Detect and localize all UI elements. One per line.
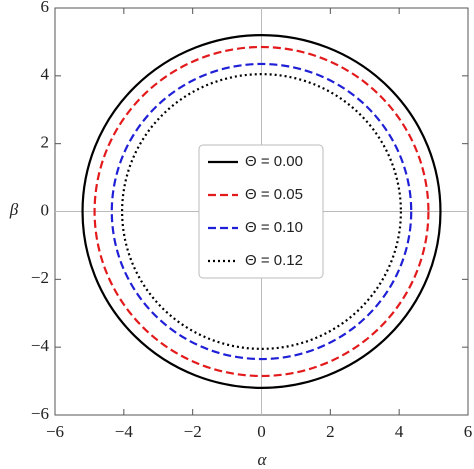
y-tick-label: −4 <box>31 336 50 355</box>
shadow-circle <box>81 34 442 389</box>
x-tick-label: 0 <box>257 422 266 441</box>
y-axis-label: β <box>9 200 19 219</box>
x-axis-label: α <box>258 450 268 469</box>
legend-box <box>198 144 324 279</box>
legend-label: Θ = 0.10 <box>245 219 303 236</box>
y-tick-label: 2 <box>41 133 50 152</box>
y-tick-label: 4 <box>41 65 50 84</box>
legend-label: Θ = 0.00 <box>245 153 303 170</box>
x-tick-label: 6 <box>464 422 473 441</box>
x-tick-label: −2 <box>184 422 202 441</box>
x-tick-label: 2 <box>326 422 335 441</box>
y-tick-label: −6 <box>31 404 49 423</box>
y-tick-label: −2 <box>31 268 49 287</box>
shadow-circle <box>121 73 402 350</box>
shadow-circle <box>93 45 430 378</box>
y-tick-label: 0 <box>41 200 50 219</box>
shadow-circle <box>110 62 413 361</box>
y-tick-label: 6 <box>41 0 50 16</box>
legend: Θ = 0.00 Θ = 0.05 Θ = 0.10 Θ = 0.12 <box>198 144 324 279</box>
legend-label: Θ = 0.05 <box>245 186 303 203</box>
x-tick-label: 4 <box>395 422 404 441</box>
x-tick-label: −6 <box>46 422 64 441</box>
legend-label: Θ = 0.12 <box>245 252 303 269</box>
x-tick-label: −4 <box>115 422 134 441</box>
